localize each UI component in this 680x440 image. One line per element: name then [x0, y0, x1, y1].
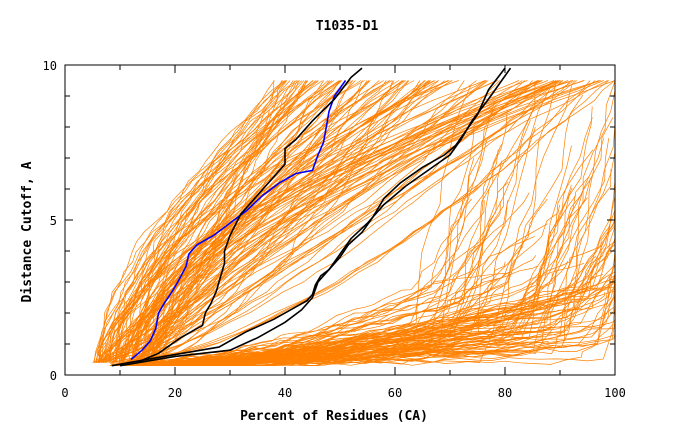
model-line — [152, 192, 530, 366]
model-line — [134, 80, 354, 363]
model-line — [101, 80, 406, 363]
model-line — [129, 80, 604, 363]
model-line — [117, 242, 484, 367]
model-line — [98, 80, 314, 363]
model-line — [127, 80, 465, 363]
model-line — [133, 80, 523, 363]
model-line — [148, 80, 363, 363]
model-line — [93, 80, 297, 363]
y-tick-label: 10 — [43, 59, 57, 73]
model-line — [106, 80, 426, 363]
model-line — [132, 80, 393, 363]
model-line — [122, 80, 449, 363]
model-line — [109, 274, 604, 367]
model-line — [98, 80, 307, 363]
model-line — [131, 80, 584, 363]
chart-title: T1035-D1 — [316, 19, 379, 34]
background-model-lines — [92, 80, 616, 367]
model-line — [154, 80, 559, 363]
axis-ticks: 0 20 40 60 80 100 0 5 10 — [43, 59, 626, 400]
model-line — [100, 80, 576, 363]
x-tick-label: 100 — [604, 386, 626, 400]
model-line — [138, 187, 573, 367]
model-line — [120, 80, 300, 363]
x-tick-label: 0 — [61, 386, 68, 400]
model-line — [151, 80, 435, 363]
x-tick-label: 20 — [168, 386, 182, 400]
model-line — [139, 80, 486, 363]
model-line — [103, 80, 410, 363]
model-line — [121, 80, 610, 363]
x-tick-label: 40 — [278, 386, 292, 400]
model-line — [97, 80, 318, 363]
model-line — [136, 80, 561, 363]
model-line — [120, 80, 284, 363]
model-line — [131, 80, 330, 363]
model-line — [103, 80, 323, 363]
model-line — [110, 80, 564, 363]
model-line — [128, 80, 533, 363]
model-line — [142, 80, 288, 363]
x-tick-label: 60 — [388, 386, 402, 400]
model-line — [94, 80, 525, 363]
model-line — [116, 80, 314, 363]
model-line — [113, 80, 559, 363]
model-line — [98, 80, 477, 363]
reference-line — [136, 67, 363, 364]
model-line — [133, 80, 432, 363]
x-axis-label: Percent of Residues (CA) — [240, 409, 428, 424]
x-tick-label: 80 — [498, 386, 512, 400]
y-tick-label: 5 — [50, 214, 57, 228]
highlight-line — [130, 80, 347, 361]
model-line — [131, 80, 596, 363]
model-line — [115, 80, 303, 363]
model-line — [127, 200, 485, 367]
y-tick-label: 0 — [50, 369, 57, 383]
reference-line — [119, 67, 512, 367]
model-line — [130, 80, 329, 363]
model-line — [123, 80, 591, 363]
model-line — [123, 80, 431, 363]
series-lines — [111, 67, 512, 367]
y-axis-label: Distance Cutoff, A — [20, 161, 35, 302]
model-line — [146, 181, 509, 365]
model-line — [97, 80, 608, 363]
model-line — [143, 277, 616, 367]
model-line — [123, 95, 584, 366]
model-line — [102, 80, 498, 363]
model-line — [144, 80, 426, 363]
model-line — [134, 80, 616, 363]
model-line — [127, 80, 543, 363]
model-line — [130, 194, 582, 366]
model-line — [145, 80, 300, 363]
model-line — [104, 80, 341, 363]
model-line — [110, 80, 572, 363]
